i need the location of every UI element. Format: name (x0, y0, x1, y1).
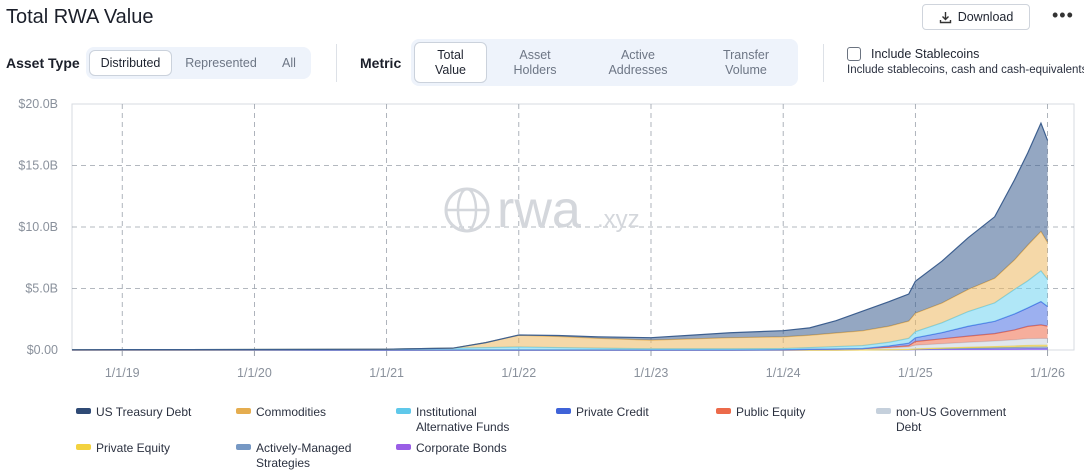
asset-type-label: Asset Type (6, 55, 80, 71)
x-tick-label: 1/1/20 (237, 366, 272, 380)
legend-item[interactable]: Actively-Managed Strategies (236, 441, 352, 471)
legend-label: Strategies (256, 456, 311, 470)
metric-total-value[interactable]: Total Value (414, 42, 487, 83)
legend-swatch (716, 408, 731, 414)
asset-type-represented[interactable]: Represented (185, 55, 257, 70)
asset-type-all[interactable]: All (282, 55, 296, 70)
legend-swatch (396, 444, 411, 450)
legend-swatch (236, 444, 251, 450)
x-tick-label: 1/1/19 (105, 366, 140, 380)
x-tick-label: 1/1/21 (369, 366, 404, 380)
legend-swatch (236, 408, 251, 414)
page-title: Total RWA Value (6, 6, 154, 28)
line-series-us-treasury-debt (71, 121, 1049, 351)
legend-item[interactable]: Corporate Bonds (396, 441, 507, 456)
legend-item[interactable]: Institutional Alternative Funds (396, 405, 510, 435)
metric-label: Metric (360, 55, 402, 71)
legend-item[interactable]: Private Equity (76, 441, 171, 456)
area-series-commodities (72, 231, 1048, 350)
legend-label: Actively-Managed (256, 441, 352, 455)
x-tick-label: 1/1/26 (1030, 366, 1065, 380)
y-tick-label: $0.00 (27, 343, 58, 357)
metric-option-line: Addresses (608, 62, 668, 77)
metric-asset-holders[interactable]: Asset Holders (497, 42, 573, 83)
metric-option-line: Value (434, 62, 467, 77)
legend-swatch (556, 408, 571, 414)
area-series-corporate-bonds (72, 348, 1048, 350)
more-options-button[interactable]: ••• (1052, 5, 1074, 25)
metric-option-line: Holders (513, 62, 557, 77)
download-icon (939, 11, 951, 23)
legend-item[interactable]: Private Credit (556, 405, 649, 420)
metric-active-addresses[interactable]: Active Addresses (591, 42, 685, 83)
divider (336, 44, 337, 82)
watermark-suffix: .xyz (597, 206, 640, 233)
legend-item[interactable]: Commodities (236, 405, 327, 420)
legend-label: Private Credit (576, 405, 649, 419)
legend-item[interactable]: Public Equity (716, 405, 806, 420)
watermark-text: rwa (497, 181, 581, 239)
x-tick-label: 1/1/25 (898, 366, 933, 380)
download-button[interactable]: Download (922, 4, 1030, 30)
legend-label: Institutional (416, 405, 477, 419)
legend-swatch (396, 408, 411, 414)
area-chart[interactable]: $0.00 $5.0B $10.0B $15.0B $20.0B 1/1/19 1/1/20… (0, 88, 1084, 388)
legend-swatch (76, 444, 91, 450)
include-stablecoins-checkbox[interactable] (847, 47, 861, 61)
y-tick-label: $15.0B (18, 159, 58, 173)
legend-item[interactable]: non-US Government Debt (876, 405, 1007, 435)
metric-option-line: Transfer (722, 47, 770, 62)
legend-label: Corporate Bonds (416, 441, 507, 455)
metric-option-line: Volume (725, 62, 767, 77)
metric-toggle: Total Value Asset Holders Active Address… (411, 39, 798, 86)
x-tick-label: 1/1/23 (634, 366, 669, 380)
y-tick-label: $10.0B (18, 220, 58, 234)
rwa-value-chart: $0.00 $5.0B $10.0B $15.0B $20.0B 1/1/19 1/1/20… (0, 88, 1084, 388)
metric-option-line: Asset (519, 47, 551, 62)
x-tick-label: 1/1/22 (501, 366, 536, 380)
y-tick-label: $20.0B (18, 97, 58, 111)
legend-label: Alternative Funds (416, 420, 510, 434)
x-tick-label: 1/1/24 (766, 366, 801, 380)
include-stablecoins-description: Include stablecoins, cash and cash-equiv… (847, 64, 1084, 76)
legend-label: Public Equity (736, 405, 806, 419)
legend-swatch (76, 408, 91, 414)
metric-option-line: Total (437, 47, 464, 62)
legend-label: US Treasury Debt (96, 405, 192, 419)
legend-swatch (876, 408, 891, 414)
legend-label: Debt (896, 420, 922, 434)
legend-label: Commodities (256, 405, 327, 419)
legend-item[interactable]: US Treasury Debt (76, 405, 192, 420)
download-label: Download (957, 10, 1014, 24)
include-stablecoins-label[interactable]: Include Stablecoins (871, 47, 980, 61)
asset-type-distributed[interactable]: Distributed (89, 50, 172, 76)
asset-type-toggle: Distributed Represented All (86, 47, 311, 79)
y-tick-label: $5.0B (25, 282, 58, 296)
legend-label: Private Equity (96, 441, 171, 455)
divider (823, 44, 824, 82)
metric-option-line: Active (620, 47, 656, 62)
metric-transfer-volume[interactable]: Transfer Volume (701, 42, 791, 83)
legend-label: non-US Government (896, 405, 1007, 419)
